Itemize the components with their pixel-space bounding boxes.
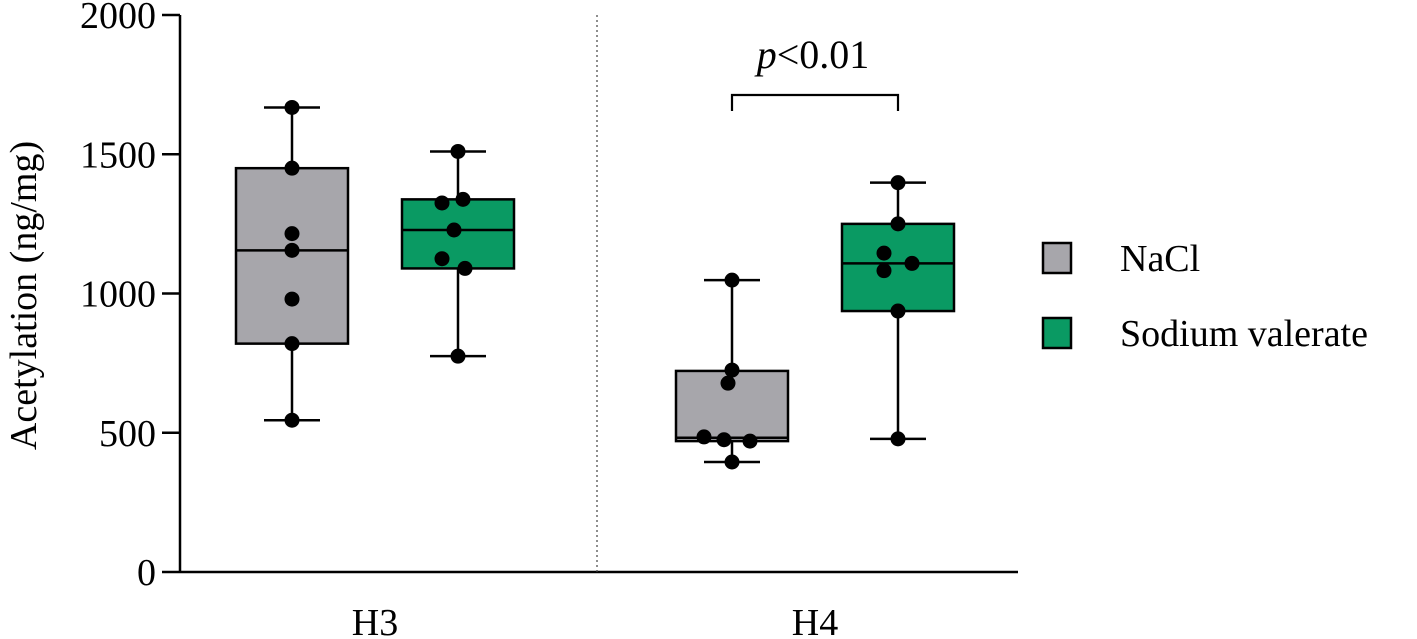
data-point — [724, 454, 740, 470]
data-point — [724, 272, 740, 288]
legend: NaCl Sodium valerate — [1041, 238, 1368, 355]
y-tick-label: 2000 — [80, 0, 156, 37]
legend-label: Sodium valerate — [1120, 313, 1368, 355]
data-point — [284, 336, 300, 352]
data-point — [446, 222, 462, 238]
y-tick-label: 500 — [99, 413, 156, 455]
y-tick-label: 0 — [137, 552, 156, 594]
legend-swatch — [1041, 316, 1073, 350]
data-point — [716, 432, 732, 448]
data-point — [284, 412, 300, 428]
plot-area — [234, 99, 956, 470]
data-point — [696, 429, 712, 445]
data-point — [284, 242, 300, 258]
x-category-label: H4 — [792, 602, 838, 639]
data-point — [284, 160, 300, 176]
annotations: p<0.01 — [730, 32, 900, 111]
axes: 0 500 1000 1500 2000 Acetylation (ng/mg) H3 H4 — [3, 0, 1018, 639]
data-point — [904, 255, 920, 271]
box-group — [840, 175, 956, 447]
data-point — [890, 431, 906, 447]
data-point — [284, 291, 300, 307]
data-point — [724, 362, 740, 378]
y-axis-title: Acetylation (ng/mg) — [3, 141, 45, 450]
box-group — [400, 143, 516, 364]
data-point — [890, 175, 906, 191]
data-point — [742, 433, 758, 449]
data-point — [284, 99, 300, 115]
y-tick-label: 1500 — [80, 134, 156, 176]
data-point — [457, 260, 473, 276]
box-group — [674, 272, 790, 470]
box-iqr — [840, 222, 956, 313]
data-point — [876, 245, 892, 261]
data-point — [434, 251, 450, 267]
data-point — [720, 375, 736, 391]
legend-label: NaCl — [1120, 238, 1200, 280]
significance-label: p<0.01 — [754, 32, 870, 77]
data-point — [890, 303, 906, 319]
data-point — [890, 216, 906, 232]
data-point — [284, 226, 300, 242]
significance-bracket — [730, 93, 900, 111]
legend-swatch — [1041, 241, 1073, 275]
data-point — [450, 348, 466, 364]
x-category-label: H3 — [352, 602, 398, 639]
data-point — [455, 191, 471, 207]
data-point — [434, 195, 450, 211]
data-point — [450, 143, 466, 159]
data-point — [876, 263, 892, 279]
y-tick-label: 1000 — [80, 274, 156, 316]
box-group — [234, 99, 350, 428]
